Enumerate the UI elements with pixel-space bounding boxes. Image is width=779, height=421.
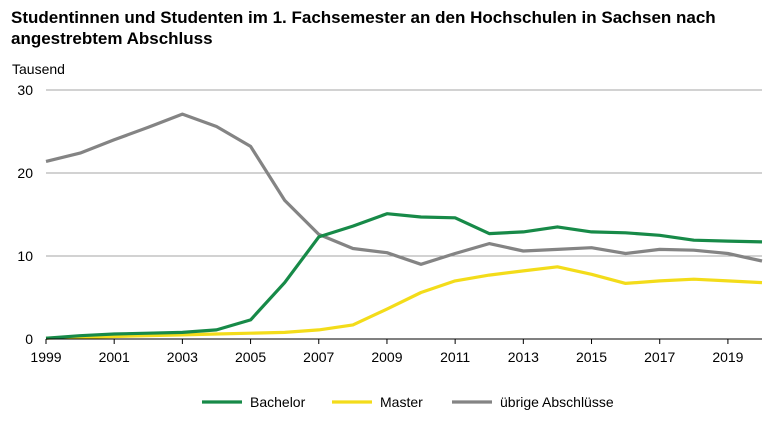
chart-title-line-2: angestrebtem Abschluss: [11, 29, 213, 48]
series-line-master: [45, 265, 763, 340]
chart-title-line-1: Studentinnen und Studenten im 1. Fachsem…: [11, 8, 716, 27]
x-tick-label-1999: 1999: [30, 349, 61, 365]
x-tick-label-2011: 2011: [440, 349, 470, 365]
legend-label--brige-abschl-sse: übrige Abschlüsse: [500, 394, 614, 410]
chart-title: Studentinnen und Studenten im 1. Fachsem…: [11, 7, 771, 49]
x-tick-label-2007: 2007: [303, 349, 334, 365]
legend: Bachelor Master übrige Abschlüsse: [202, 394, 614, 410]
x-tick-label-2015: 2015: [576, 349, 607, 365]
y-tick-label-30: 30: [17, 82, 33, 98]
series-lines: [45, 112, 763, 340]
series-line-bachelor: [45, 212, 763, 340]
legend-label-master: Master: [380, 394, 423, 410]
y-tick-label-10: 10: [17, 248, 33, 264]
x-tick-label-2005: 2005: [235, 349, 266, 365]
x-tick-label-2013: 2013: [508, 349, 539, 365]
x-tick-label-2019: 2019: [712, 349, 743, 365]
axes: 0 10 20 30 1999 2001 2003 2005 2007 2009 2011 2013 2…: [17, 82, 762, 365]
series-line--brige-abschl-sse: [45, 112, 763, 266]
x-tick-label-2017: 2017: [644, 349, 675, 365]
y-tick-label-20: 20: [17, 165, 33, 181]
y-tick-label-0: 0: [25, 331, 33, 347]
legend-label-bachelor: Bachelor: [250, 394, 306, 410]
x-tick-label-2009: 2009: [371, 349, 402, 365]
gridlines: [46, 89, 762, 257]
y-axis-unit-label: Tausend: [12, 61, 65, 77]
x-tick-label-2003: 2003: [167, 349, 198, 365]
x-tick-label-2001: 2001: [99, 349, 130, 365]
